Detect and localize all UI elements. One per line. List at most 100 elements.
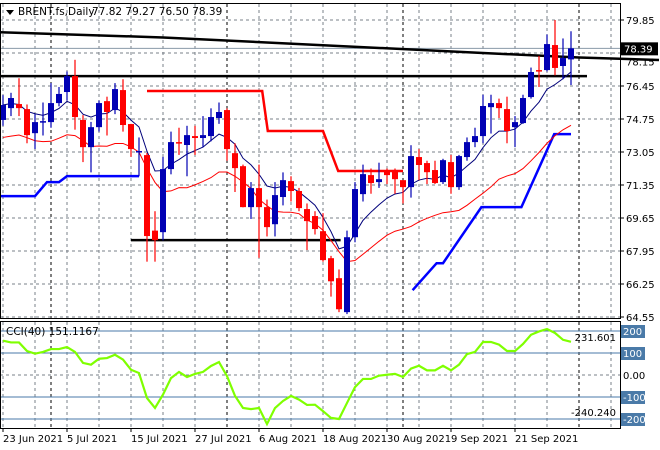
bullish-candle (112, 83, 118, 115)
chart-header: BRENT.fs,Daily 77.82 79.27 76.50 78.39 (6, 6, 222, 18)
candle-body (344, 237, 350, 313)
candle-body (192, 136, 198, 139)
bearish-candle (400, 180, 406, 204)
cci-level-badge (621, 347, 645, 360)
candles (0, 20, 574, 315)
date-tick-label: 27 Jul 2021 (195, 434, 252, 445)
candle-body (440, 160, 446, 183)
candle-body (112, 89, 118, 111)
candle-body (424, 163, 430, 173)
bearish-candle (16, 78, 22, 117)
bearish-candle (552, 20, 558, 76)
candle-body (360, 174, 366, 195)
candle-body (232, 153, 238, 169)
candle-body (168, 142, 174, 170)
price-tick-label: 71.35 (626, 181, 655, 192)
blue-step-line (411, 132, 571, 292)
candle-body (16, 104, 22, 109)
candle-body (72, 76, 78, 118)
bearish-candle (336, 269, 342, 313)
bullish-candle (488, 94, 494, 134)
candle-body (536, 70, 542, 72)
slow-moving-average (2, 124, 572, 263)
bullish-candle (248, 182, 254, 219)
bullish-candle (168, 131, 174, 175)
cci-max-label: 231.601 (575, 333, 616, 344)
candle-body (376, 179, 382, 183)
candle-body (352, 189, 358, 238)
candle-body (64, 76, 70, 93)
candle-body (472, 136, 478, 143)
candle-body (488, 103, 494, 108)
collapse-triangle-icon[interactable] (6, 10, 14, 15)
candle-body (432, 170, 438, 184)
bullish-candle (472, 127, 478, 148)
candle-body (88, 127, 94, 148)
bullish-candle (64, 71, 70, 101)
bearish-candle (264, 199, 270, 237)
cci-min-label: -240.240 (571, 408, 616, 419)
candle-body (320, 231, 326, 261)
bullish-candle (160, 156, 166, 241)
bearish-candle (80, 115, 86, 163)
bearish-candle (320, 213, 326, 262)
candle-body (328, 258, 334, 282)
candle-body (408, 156, 414, 188)
bearish-candle (368, 168, 374, 194)
candle-body (480, 105, 486, 137)
candle-body (160, 169, 166, 233)
candle-body (464, 142, 470, 158)
candle-body (224, 110, 230, 150)
bullish-candle (208, 108, 214, 142)
bullish-candle (8, 92, 14, 117)
date-tick-label: 18 Aug 2021 (323, 434, 387, 445)
candle-body (8, 98, 14, 109)
bullish-candle (408, 145, 414, 198)
bullish-candle (344, 230, 350, 315)
bullish-candle (88, 121, 94, 173)
bullish-candle (544, 34, 550, 72)
cci-label: CCI(40) 151.1167 (6, 326, 99, 338)
bearish-candle (232, 143, 238, 192)
bearish-candle (448, 154, 454, 194)
bullish-candle (280, 172, 286, 206)
candle-body (40, 121, 46, 123)
bullish-candle (32, 114, 38, 150)
main-panel-frame (0, 3, 621, 319)
bearish-candle (104, 96, 110, 136)
candle-body (384, 171, 390, 176)
bullish-candle (200, 116, 206, 148)
candle-body (176, 142, 182, 144)
candle-body (296, 191, 302, 209)
price-tick-label: 67.95 (626, 247, 655, 258)
cci-level-label: 100 (623, 349, 642, 360)
cci-level-badge (621, 391, 645, 404)
candle-body (80, 119, 86, 148)
bullish-candle (96, 100, 102, 132)
price-tick-label: 74.75 (626, 115, 655, 126)
candle-body (120, 90, 126, 126)
date-tick-label: 21 Sep 2021 (515, 434, 578, 445)
blue-step-line (0, 174, 139, 198)
candle-body (368, 175, 374, 184)
bullish-candle (480, 94, 486, 144)
candle-body (448, 162, 454, 188)
candle-body (560, 58, 566, 67)
bearish-candle (392, 168, 398, 194)
bullish-candle (136, 137, 142, 177)
bearish-candle (72, 59, 78, 130)
candle-body (256, 188, 262, 208)
price-tick-label: 79.85 (626, 16, 655, 27)
price-tick-label: 64.55 (626, 313, 655, 324)
date-tick-label: 6 Aug 2021 (259, 434, 317, 445)
candle-body (304, 209, 310, 222)
bearish-candle (312, 211, 318, 235)
candle-body (568, 48, 574, 60)
bearish-candle (424, 160, 430, 185)
bearish-candle (224, 108, 230, 161)
candle-body (400, 180, 406, 188)
candle-body (152, 230, 158, 241)
bearish-candle (304, 203, 310, 251)
price-tick-label: 76.45 (626, 82, 655, 93)
